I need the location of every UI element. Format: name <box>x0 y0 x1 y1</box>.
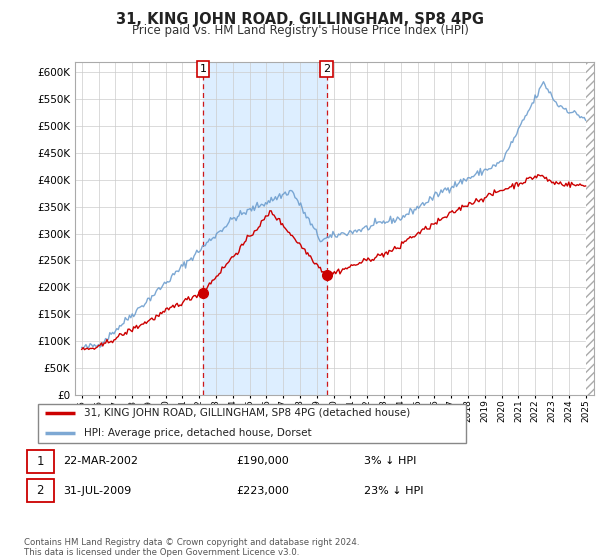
Text: HPI: Average price, detached house, Dorset: HPI: Average price, detached house, Dors… <box>83 428 311 438</box>
Text: 2: 2 <box>37 484 44 497</box>
Text: 31, KING JOHN ROAD, GILLINGHAM, SP8 4PG: 31, KING JOHN ROAD, GILLINGHAM, SP8 4PG <box>116 12 484 27</box>
Text: 1: 1 <box>199 64 206 74</box>
Text: £190,000: £190,000 <box>236 456 289 466</box>
Text: Price paid vs. HM Land Registry's House Price Index (HPI): Price paid vs. HM Land Registry's House … <box>131 24 469 37</box>
Bar <box>586 62 600 395</box>
Text: 22-MAR-2002: 22-MAR-2002 <box>63 456 138 466</box>
Bar <box>586 62 600 395</box>
Text: 31-JUL-2009: 31-JUL-2009 <box>63 486 131 496</box>
Bar <box>203 62 326 395</box>
FancyBboxPatch shape <box>27 479 53 502</box>
Text: 23% ↓ HPI: 23% ↓ HPI <box>364 486 424 496</box>
FancyBboxPatch shape <box>27 450 53 473</box>
Text: £223,000: £223,000 <box>236 486 289 496</box>
Text: 31, KING JOHN ROAD, GILLINGHAM, SP8 4PG (detached house): 31, KING JOHN ROAD, GILLINGHAM, SP8 4PG … <box>83 408 410 418</box>
Text: 1: 1 <box>37 455 44 468</box>
Text: Contains HM Land Registry data © Crown copyright and database right 2024.
This d: Contains HM Land Registry data © Crown c… <box>24 538 359 557</box>
FancyBboxPatch shape <box>38 404 466 443</box>
Text: 3% ↓ HPI: 3% ↓ HPI <box>364 456 417 466</box>
Text: 2: 2 <box>323 64 330 74</box>
